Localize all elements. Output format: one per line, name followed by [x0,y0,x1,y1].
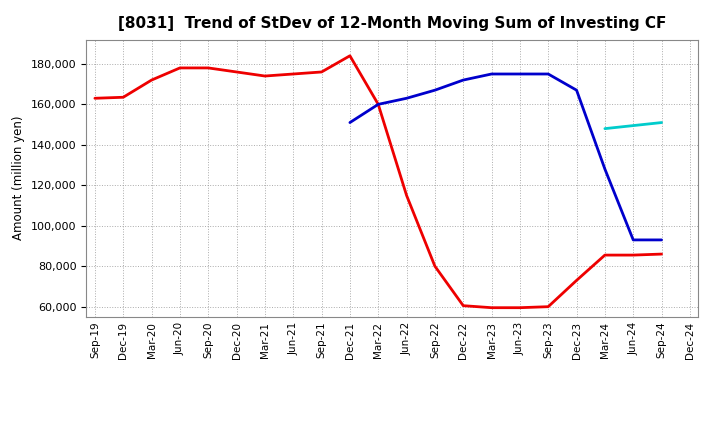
3 Years [600,253,609,258]
3 Years [318,70,326,75]
3 Years [544,304,552,309]
3 Years [233,70,241,75]
5 Years [516,71,524,77]
7 Years [600,126,609,131]
5 Years [459,77,467,83]
3 Years [148,77,156,83]
5 Years [374,102,382,107]
3 Years [516,305,524,310]
3 Years [487,305,496,310]
3 Years [119,95,127,100]
3 Years [657,251,666,257]
5 Years [657,237,666,242]
5 Years [487,71,496,77]
Line: 5 Years: 5 Years [350,74,662,240]
3 Years [572,278,581,283]
Title: [8031]  Trend of StDev of 12-Month Moving Sum of Investing CF: [8031] Trend of StDev of 12-Month Moving… [118,16,667,32]
Y-axis label: Amount (million yen): Amount (million yen) [12,116,25,240]
3 Years [402,193,411,198]
5 Years [544,71,552,77]
3 Years [629,253,637,258]
3 Years [374,102,382,107]
3 Years [431,264,439,269]
3 Years [289,71,297,77]
7 Years [629,123,637,128]
3 Years [459,303,467,308]
Line: 7 Years: 7 Years [605,123,662,128]
5 Years [402,95,411,101]
3 Years [204,65,212,70]
7 Years [657,120,666,125]
3 Years [91,95,99,101]
Line: 3 Years: 3 Years [95,56,662,308]
3 Years [176,65,184,70]
5 Years [629,237,637,242]
3 Years [261,73,269,79]
5 Years [431,88,439,93]
5 Years [600,166,609,172]
5 Years [346,120,354,125]
5 Years [572,88,581,93]
3 Years [346,53,354,59]
